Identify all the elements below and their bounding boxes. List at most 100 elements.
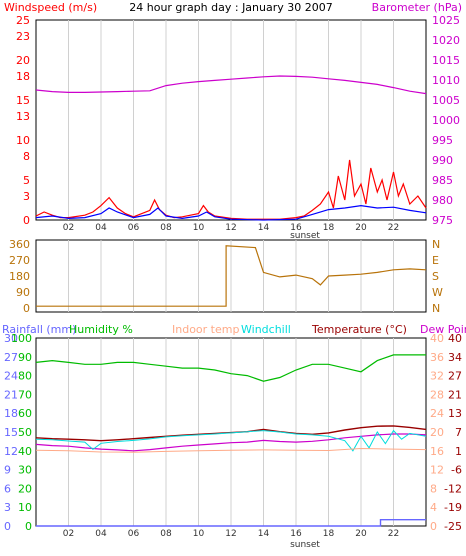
temperature-tick-label: 21 bbox=[448, 388, 462, 401]
x-tick-label: 14 bbox=[258, 223, 270, 233]
direction-tick-label: 360 bbox=[9, 238, 30, 251]
barometer-tick-label: 1025 bbox=[432, 14, 460, 27]
compass-tick-label: S bbox=[432, 270, 439, 283]
x-tick-label: 02 bbox=[63, 529, 74, 539]
rainfall-tick-label: 0 bbox=[4, 520, 11, 533]
sunset-label-bottom: sunset bbox=[290, 540, 320, 550]
rainfall-tick-label: 18 bbox=[4, 407, 18, 420]
windspeed-tick-label: 8 bbox=[23, 150, 30, 163]
x-tick-label: 06 bbox=[128, 223, 140, 233]
indoor-tick-label: 12 bbox=[430, 464, 444, 477]
legend-indoor-temp: Indoor temp bbox=[172, 323, 239, 336]
humidity-tick-label: 10 bbox=[18, 501, 32, 514]
x-tick-label: 18 bbox=[323, 223, 335, 233]
humidity-tick-label: 100 bbox=[11, 332, 32, 345]
rainfall-tick-label: 9 bbox=[4, 464, 11, 477]
barometer-line bbox=[35, 75, 427, 95]
x-tick-label: 02 bbox=[63, 223, 74, 233]
compass-tick-label: N bbox=[432, 238, 440, 251]
legend-temperature: Temperature (°C) bbox=[311, 323, 407, 336]
windspeed-tick-label: 20 bbox=[16, 54, 30, 67]
humidity-tick-label: 90 bbox=[18, 351, 32, 364]
rainfall-tick-label: 24 bbox=[4, 370, 18, 383]
humidity-tick-label: 20 bbox=[18, 482, 32, 495]
x-tick-label: 10 bbox=[193, 223, 205, 233]
x-tick-label: 08 bbox=[160, 223, 172, 233]
data-series bbox=[35, 75, 427, 527]
barometer-axis-title: Barometer (hPa) bbox=[372, 1, 462, 14]
windspeed-tick-label: 18 bbox=[16, 70, 30, 83]
x-tick-label: 18 bbox=[323, 529, 335, 539]
temperature-tick-label: -6 bbox=[451, 464, 462, 477]
gust-line bbox=[35, 204, 427, 221]
temperature-tick-label: 34 bbox=[448, 351, 462, 364]
windspeed-tick-label: 5 bbox=[23, 174, 30, 187]
barometer-tick-label: 1010 bbox=[432, 74, 460, 87]
x-tick-label: 22 bbox=[388, 529, 399, 539]
barometer-tick-label: 1020 bbox=[432, 34, 460, 47]
rainfall-line bbox=[36, 519, 426, 527]
barometer-tick-label: 980 bbox=[432, 194, 453, 207]
x-tick-label: 14 bbox=[258, 529, 270, 539]
humidity-tick-label: 80 bbox=[18, 370, 32, 383]
legend-rainfall: Rainfall (mm) bbox=[2, 323, 76, 336]
temperature-tick-label: -12 bbox=[444, 482, 462, 495]
barometer-tick-label: 975 bbox=[432, 214, 453, 227]
x-tick-label: 06 bbox=[128, 529, 140, 539]
windspeed-axis-title: Windspeed (m/s) bbox=[4, 1, 97, 14]
windchill-line bbox=[35, 429, 427, 452]
indoor-tick-label: 32 bbox=[430, 370, 444, 383]
direction-tick-label: 0 bbox=[23, 302, 30, 315]
rainfall-tick-label: 3 bbox=[4, 501, 11, 514]
legend-humidity: Humidity % bbox=[69, 323, 133, 336]
gridlines bbox=[68, 20, 394, 526]
barometer-tick-label: 1015 bbox=[432, 54, 460, 67]
direction-tick-label: 270 bbox=[9, 254, 30, 267]
x-tick-label: 16 bbox=[290, 529, 302, 539]
legend-dew-point: Dew Point bbox=[420, 323, 466, 336]
windspeed-tick-label: 3 bbox=[23, 190, 30, 203]
windspeed-tick-label: 25 bbox=[16, 14, 30, 27]
compass-tick-label: N bbox=[432, 302, 440, 315]
indoor-tick-label: 20 bbox=[430, 426, 444, 439]
indoor-tick-label: 8 bbox=[430, 482, 437, 495]
direction-tick-label: 180 bbox=[9, 270, 30, 283]
indoor-tick-label: 40 bbox=[430, 332, 444, 345]
windspeed-tick-label: 23 bbox=[16, 30, 30, 43]
x-tick-label: 12 bbox=[225, 529, 236, 539]
rainfall-tick-label: 27 bbox=[4, 351, 18, 364]
humidity-tick-label: 30 bbox=[18, 464, 32, 477]
barometer-tick-label: 990 bbox=[432, 154, 453, 167]
indoor-tick-label: 4 bbox=[430, 501, 437, 514]
x-tick-label: 04 bbox=[95, 529, 107, 539]
barometer-tick-label: 1005 bbox=[432, 94, 460, 107]
indoor-tick-label: 28 bbox=[430, 388, 444, 401]
barometer-tick-label: 995 bbox=[432, 134, 453, 147]
humidity-tick-label: 60 bbox=[18, 407, 32, 420]
graph-title: 24 hour graph day : January 30 2007 bbox=[129, 1, 333, 14]
temperature-tick-label: 13 bbox=[448, 407, 462, 420]
windspeed-tick-label: 10 bbox=[16, 134, 30, 147]
humidity-tick-label: 50 bbox=[18, 426, 32, 439]
compass-tick-label: E bbox=[432, 254, 439, 267]
x-tick-label: 16 bbox=[290, 223, 302, 233]
x-tick-label: 20 bbox=[355, 529, 367, 539]
rainfall-tick-label: 30 bbox=[4, 332, 18, 345]
x-tick-label: 04 bbox=[95, 223, 107, 233]
temperature-tick-label: 1 bbox=[455, 445, 462, 458]
barometer-tick-label: 1000 bbox=[432, 114, 460, 127]
rainfall-tick-label: 12 bbox=[4, 445, 18, 458]
humidity-tick-label: 0 bbox=[25, 520, 32, 533]
sunset-label-top: sunset bbox=[290, 231, 320, 241]
rainfall-tick-label: 6 bbox=[4, 482, 11, 495]
indoor-tick-label: 0 bbox=[430, 520, 437, 533]
windspeed-tick-label: 15 bbox=[16, 94, 30, 107]
temperature-tick-label: 27 bbox=[448, 370, 462, 383]
windspeed-tick-label: 13 bbox=[16, 110, 30, 123]
legend-windchill: Windchill bbox=[241, 323, 291, 336]
x-tick-label: 20 bbox=[355, 223, 367, 233]
temperature-tick-label: 40 bbox=[448, 332, 462, 345]
humidity-tick-label: 40 bbox=[18, 445, 32, 458]
